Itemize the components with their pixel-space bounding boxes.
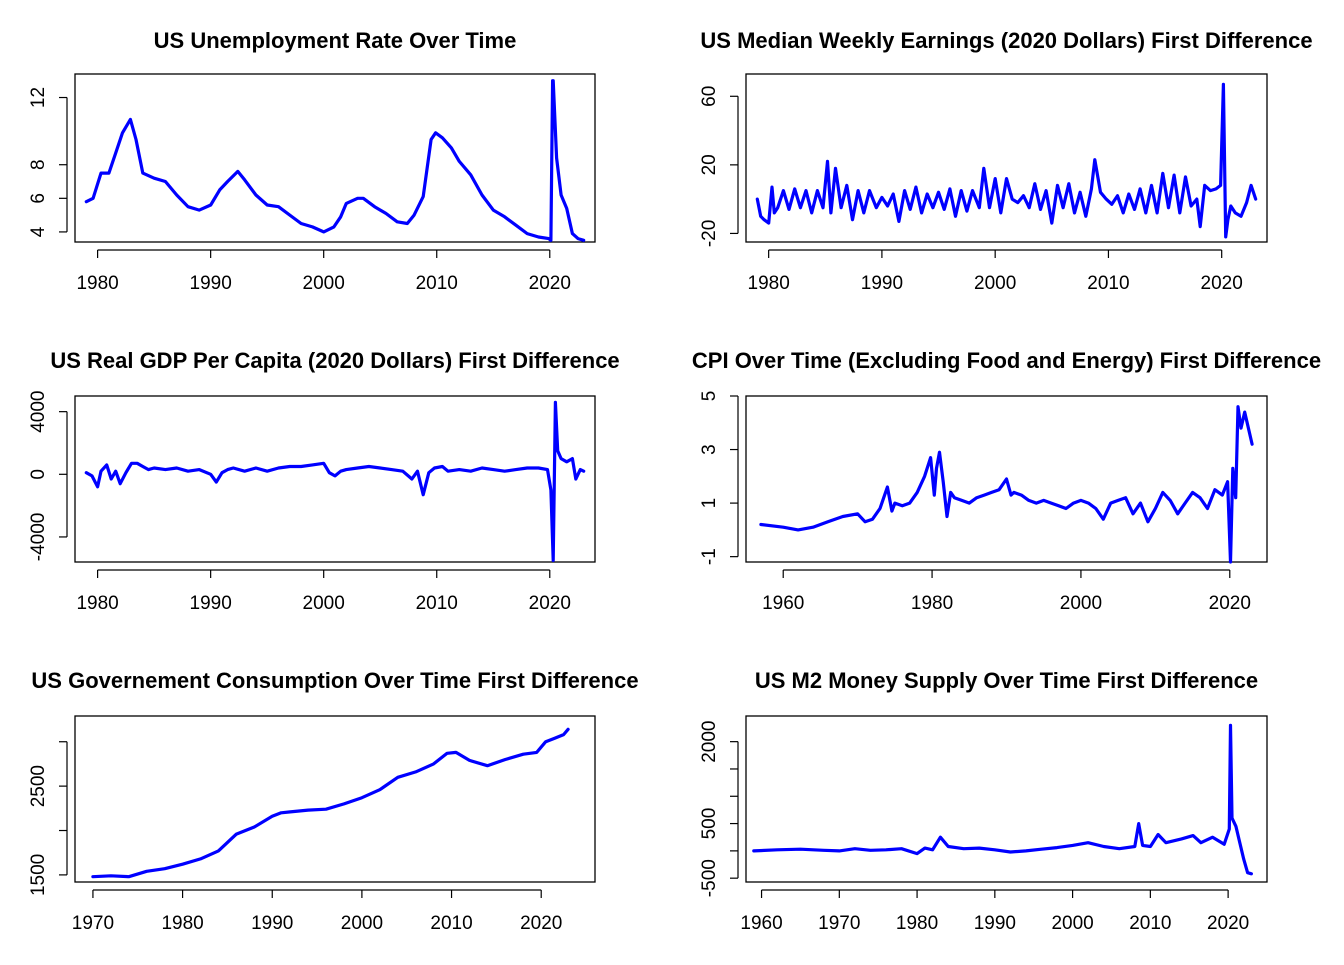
x-tick-label: 2010 [416, 273, 458, 294]
x-tick-label: 1980 [911, 593, 953, 614]
chart-title: US Unemployment Rate Over Time [154, 28, 517, 53]
x-tick-label: 1990 [190, 273, 232, 294]
series-line [759, 405, 1254, 564]
x-tick-label: 2010 [430, 913, 472, 934]
x-tick-label: 2020 [529, 273, 571, 294]
plot-frame [74, 395, 596, 563]
x-tick-label: 2000 [341, 913, 383, 934]
series-line [752, 723, 1253, 876]
chart-panel-6: US M2 Money Supply Over Time First Diffe… [699, 668, 1268, 934]
series-line [91, 727, 570, 879]
series-line [84, 79, 586, 242]
y-tick-label: 12 [28, 87, 49, 108]
x-tick-label: 1980 [76, 593, 118, 614]
y-tick-label: 3 [699, 444, 720, 455]
x-tick-label: 2000 [1051, 913, 1093, 934]
x-tick-label: 2020 [1209, 593, 1251, 614]
x-tick-label: 2010 [1087, 273, 1129, 294]
x-tick-label: 2000 [303, 593, 345, 614]
chart-panel-4: CPI Over Time (Excluding Food and Energy… [692, 348, 1321, 614]
x-tick-label: 1980 [748, 273, 790, 294]
y-tick-label: 2000 [699, 721, 720, 763]
x-tick-label: 1970 [72, 913, 114, 934]
x-tick-label: 1990 [974, 913, 1016, 934]
chart-title: US Governement Consumption Over Time Fir… [31, 668, 638, 693]
y-tick-label: 500 [699, 808, 720, 840]
y-tick-label: 20 [699, 154, 720, 175]
chart-title: US Real GDP Per Capita (2020 Dollars) Fi… [50, 348, 619, 373]
chart-title: US M2 Money Supply Over Time First Diffe… [755, 668, 1258, 693]
y-tick-label: 1500 [28, 854, 49, 896]
x-tick-label: 2010 [416, 593, 458, 614]
y-tick-label: 1 [699, 498, 720, 509]
x-tick-label: 2020 [1207, 913, 1249, 934]
x-tick-label: 1980 [161, 913, 203, 934]
x-tick-label: 1980 [896, 913, 938, 934]
x-tick-label: 2000 [303, 273, 345, 294]
y-tick-label: 5 [699, 391, 720, 402]
chart-panel-1: US Unemployment Rate Over Time 1980 1990 20… [28, 28, 596, 294]
chart-panel-5: US Governement Consumption Over Time Fir… [28, 668, 639, 934]
series-line [755, 82, 1258, 239]
series-line [84, 400, 586, 562]
x-tick-label: 2000 [1060, 593, 1102, 614]
x-tick-label: 2020 [1201, 273, 1243, 294]
plot-frame [74, 715, 596, 883]
x-tick-label: 1980 [76, 273, 118, 294]
x-tick-label: 1990 [861, 273, 903, 294]
x-tick-label: 1960 [740, 913, 782, 934]
x-tick-label: 1990 [190, 593, 232, 614]
plot-frame [745, 395, 1268, 563]
y-tick-label: 0 [28, 469, 49, 480]
x-tick-label: 2000 [974, 273, 1016, 294]
chart-panel-3: US Real GDP Per Capita (2020 Dollars) Fi… [28, 348, 620, 614]
y-tick-label: 6 [28, 193, 49, 204]
y-tick-label: 60 [699, 86, 720, 107]
y-tick-label: -20 [699, 220, 720, 247]
x-tick-label: 2020 [529, 593, 571, 614]
chart-title: CPI Over Time (Excluding Food and Energy… [692, 348, 1321, 373]
y-tick-label: -1 [699, 548, 720, 565]
y-tick-label: 2500 [28, 765, 49, 807]
plot-frame [745, 73, 1268, 243]
x-tick-label: 1960 [762, 593, 804, 614]
plot-frame [74, 73, 596, 243]
y-tick-label: -500 [699, 859, 720, 897]
x-tick-label: 1990 [251, 913, 293, 934]
y-tick-label: -4000 [28, 513, 49, 562]
y-tick-label: 8 [28, 159, 49, 170]
chart-title: US Median Weekly Earnings (2020 Dollars)… [700, 28, 1312, 53]
x-tick-label: 2020 [520, 913, 562, 934]
plot-frame [745, 715, 1268, 883]
x-tick-label: 2010 [1129, 913, 1171, 934]
y-tick-label: 4 [28, 226, 49, 237]
chart-panel-2: US Median Weekly Earnings (2020 Dollars)… [699, 28, 1313, 294]
y-tick-label: 4000 [28, 391, 49, 433]
x-tick-label: 1970 [818, 913, 860, 934]
